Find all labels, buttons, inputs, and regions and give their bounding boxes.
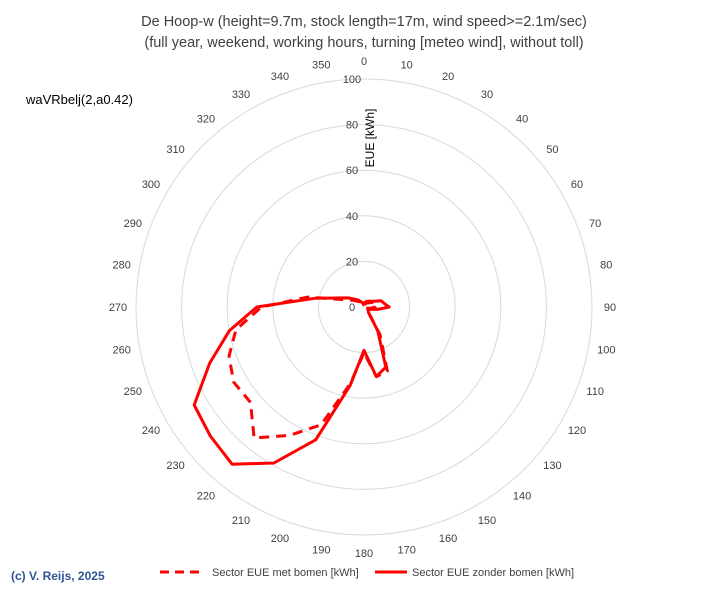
- angle-tick-label: 300: [142, 179, 160, 191]
- angle-tick-label: 80: [600, 259, 612, 271]
- angle-tick-label: 0: [361, 56, 367, 68]
- angle-tick-label: 40: [516, 114, 528, 126]
- angle-tick-label: 10: [401, 60, 413, 72]
- angle-tick-label: 190: [312, 544, 330, 556]
- angle-tick-label: 20: [442, 71, 454, 83]
- radial-tick-label: 100: [343, 74, 361, 86]
- angle-tick-label: 220: [197, 490, 215, 502]
- angle-tick-label: 240: [142, 425, 160, 437]
- angle-tick-label: 70: [589, 218, 601, 230]
- angle-tick-label: 30: [481, 89, 493, 101]
- angle-tick-label: 90: [604, 302, 616, 314]
- angle-tick-label: 100: [597, 345, 615, 357]
- grid-ring: [181, 124, 547, 490]
- legend: Sector EUE met bomen [kWh] Sector EUE zo…: [160, 567, 574, 579]
- angle-tick-label: 310: [166, 144, 184, 156]
- angle-tick-label: 350: [312, 60, 330, 72]
- series-layer: [192, 295, 391, 466]
- grid-ring: [135, 78, 593, 536]
- angle-tick-label: 160: [439, 533, 457, 545]
- angle-tick-label: 200: [271, 533, 289, 545]
- angle-tick-label: 170: [398, 544, 416, 556]
- radial-tick-label: 40: [346, 211, 358, 223]
- angle-tick-label: 270: [109, 302, 127, 314]
- code-label: waVRbelj(2,a0.42): [25, 92, 133, 107]
- angle-tick-label: 120: [568, 425, 586, 437]
- grid-layer: [135, 78, 593, 536]
- angle-tick-label: 260: [113, 345, 131, 357]
- grid-ring: [317, 260, 411, 354]
- copyright-text: (c) V. Reijs, 2025: [11, 569, 105, 583]
- legend-label-met-bomen: Sector EUE met bomen [kWh]: [212, 567, 359, 579]
- angle-tick-label: 320: [197, 114, 215, 126]
- angle-tick-label: 180: [355, 548, 373, 560]
- angle-tick-label: 60: [571, 179, 583, 191]
- angle-tick-label: 250: [124, 386, 142, 398]
- radial-tick-label: 20: [346, 256, 358, 268]
- angle-tick-label: 210: [232, 515, 250, 527]
- radial-axis-title: EUE [kWh]: [363, 109, 377, 168]
- legend-label-zonder-bomen: Sector EUE zonder bomen [kWh]: [412, 567, 574, 579]
- angle-tick-label: 140: [513, 490, 531, 502]
- chart-title-line1: De Hoop-w (height=9.7m, stock length=17m…: [141, 14, 587, 30]
- angle-tick-label: 230: [166, 460, 184, 472]
- radial-tick-label: 80: [346, 120, 358, 132]
- series-line-met-bomen: [227, 295, 389, 440]
- radial-tick-label: 0: [349, 302, 355, 314]
- angle-tick-label: 150: [478, 515, 496, 527]
- angle-tick-label: 280: [113, 259, 131, 271]
- angle-tick-label: 130: [543, 460, 561, 472]
- label-layer: 0 10 20 30 40 50 60 70 80 90 100 110 120 130 140 150 160…: [109, 56, 616, 560]
- angle-tick-label: 110: [586, 386, 604, 398]
- grid-ring: [272, 215, 456, 399]
- angle-tick-label: 340: [271, 71, 289, 83]
- angle-tick-label: 330: [232, 89, 250, 101]
- radial-tick-label: 60: [346, 165, 358, 177]
- angle-tick-label: 290: [124, 218, 142, 230]
- series-line-zonder-bomen: [192, 296, 391, 466]
- grid-ring: [226, 169, 502, 445]
- chart-title-line2: (full year, weekend, working hours, turn…: [144, 35, 583, 51]
- angle-tick-label: 50: [546, 144, 558, 156]
